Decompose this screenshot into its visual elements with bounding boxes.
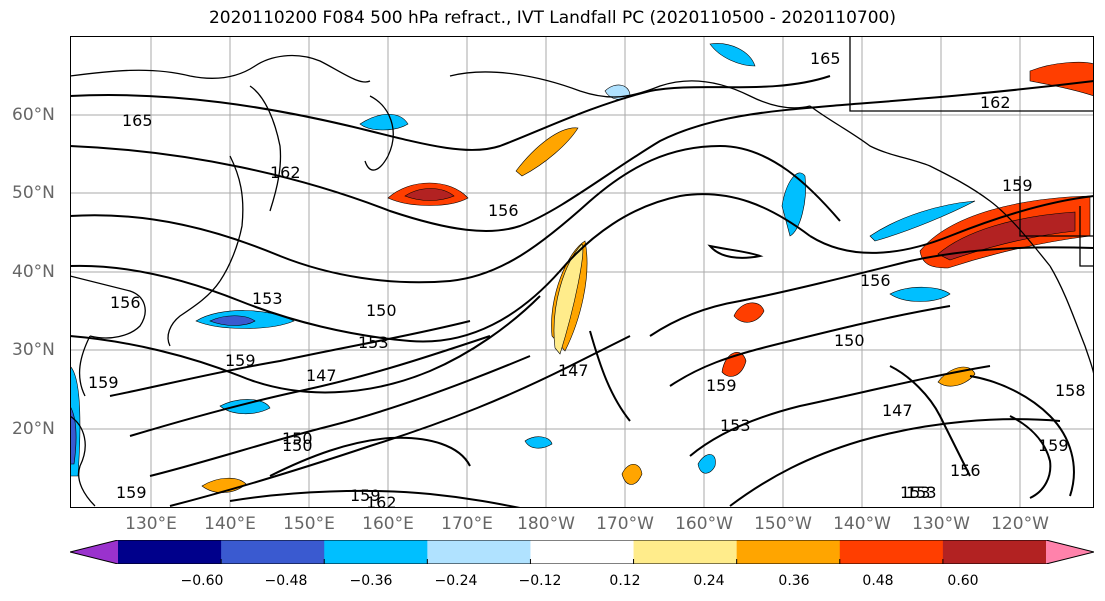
- anomaly-positive-hawaii-1: [733, 302, 765, 323]
- longitude-label: 180°W: [517, 514, 575, 534]
- contour-label: 147: [558, 361, 589, 380]
- longitude-label: 130°W: [912, 514, 970, 534]
- contour-label: 159: [1038, 436, 1069, 455]
- contour-label: 153: [358, 333, 389, 352]
- colorbar-tick-label: −0.48: [264, 573, 308, 589]
- contour-label: 147: [306, 366, 337, 385]
- contour-label: 150: [282, 429, 313, 448]
- colorbar-extend-low: [70, 540, 118, 564]
- longitude-label: 140°E: [204, 514, 256, 534]
- colorbar-segment: [221, 540, 325, 564]
- contour-label: 150: [366, 301, 397, 320]
- anomaly-negative-northeast-pacific: [869, 200, 976, 242]
- anomaly-negative-northeast-pacific-2: [889, 286, 951, 302]
- contour-label: 153: [906, 483, 937, 502]
- colorbar-segment: [736, 540, 841, 564]
- height-contours: [70, 75, 1094, 508]
- longitude-label: 160°E: [362, 514, 414, 534]
- latitude-label: 50°N: [12, 183, 55, 203]
- anomaly-positive-alaska: [1029, 61, 1094, 97]
- colorbar: [70, 540, 1094, 564]
- contour-label: 156: [860, 271, 891, 290]
- anomaly-positive-tropics: [621, 463, 643, 485]
- contour-label: 165: [122, 111, 153, 130]
- colorbar-segment: [839, 540, 944, 564]
- colorbar-extend-high: [1046, 540, 1094, 564]
- colorbar-tick-label: 0.12: [609, 573, 641, 589]
- longitude-label: 120°W: [991, 514, 1049, 534]
- longitude-label: 140°W: [833, 514, 891, 534]
- colorbar-segment: [633, 540, 738, 564]
- contour-label: 159: [350, 486, 381, 505]
- colorbar-tick-label: 0.60: [947, 573, 979, 589]
- contour-label: 159: [88, 373, 119, 392]
- contour-label: 162: [366, 493, 397, 508]
- longitude-label: 130°E: [125, 514, 177, 534]
- contour-labels: 165 162 156 153 150 159 147 150 153 156 …: [88, 49, 1086, 508]
- contour-label: 156: [950, 461, 981, 480]
- colorbar-tick-label: −0.60: [180, 573, 224, 589]
- contour-label: 147: [882, 401, 913, 420]
- latitude-label: 40°N: [12, 262, 55, 282]
- latitude-label: 20°N: [12, 419, 55, 439]
- longitude-label: 170°E: [441, 514, 493, 534]
- colorbar-segment: [324, 540, 428, 564]
- anomaly-positive-aleutian-streak: [515, 127, 579, 177]
- contour-label: 156: [488, 201, 519, 220]
- anomaly-negative-north-edge: [709, 43, 756, 67]
- contour-label: 159: [116, 483, 147, 502]
- colorbar-segment: [530, 540, 635, 564]
- contour-label: 153: [720, 416, 751, 435]
- contour-label: 153: [900, 483, 931, 502]
- contour-label: 150: [834, 331, 865, 350]
- map-panel: 165 162 156 153 150 159 147 150 153 156 …: [70, 36, 1094, 508]
- contour-label: 159: [706, 376, 737, 395]
- anomaly-negative-japan-core: [209, 315, 256, 326]
- colorbar-segment: [942, 540, 1047, 564]
- colorbar-tick-label: −0.12: [518, 573, 562, 589]
- colorbar-segment: [118, 540, 222, 564]
- longitude-label: 150°E: [283, 514, 335, 534]
- colorbar-tick-label: 0.48: [862, 573, 894, 589]
- contour-label: 159: [1002, 176, 1033, 195]
- contour-label: 156: [110, 293, 141, 312]
- anomaly-positive-central-pacific-edge: [553, 243, 584, 355]
- contour-label: 153: [252, 289, 283, 308]
- colorbar-segment: [427, 540, 531, 564]
- contour-label: 162: [980, 93, 1011, 112]
- contour-label: 162: [270, 163, 301, 182]
- anomaly-negative-tropics-1: [697, 454, 716, 474]
- anomaly-negative-tropics-2: [524, 436, 553, 449]
- colorbar-segments: [70, 540, 1094, 564]
- latitude-label: 30°N: [12, 340, 55, 360]
- anomaly-negative-west-edge-core: [70, 405, 77, 465]
- latitude-label: 60°N: [12, 105, 55, 125]
- contour-label: 150: [282, 436, 313, 455]
- longitude-label: 170°W: [596, 514, 654, 534]
- map-title: 2020110200 F084 500 hPa refract., IVT La…: [208, 8, 896, 28]
- anomaly-negative-kamchatka: [359, 113, 409, 131]
- longitude-label: 150°W: [754, 514, 812, 534]
- shaded-anomalies: [70, 43, 1094, 493]
- longitude-label: 160°W: [675, 514, 733, 534]
- anomaly-positive-mexico: [937, 366, 976, 387]
- anomaly-negative-mariana: [219, 399, 271, 415]
- colorbar-tick-label: −0.36: [349, 573, 393, 589]
- contour-label: 158: [1055, 381, 1086, 400]
- anomaly-positive-kurils-core: [404, 188, 455, 201]
- colorbar-tick-label: −0.24: [434, 573, 478, 589]
- colorbar-tick-label: 0.36: [778, 573, 810, 589]
- coastlines: [70, 36, 1094, 507]
- contour-label: 165: [810, 49, 841, 68]
- colorbar-tick-label: 0.24: [693, 573, 725, 589]
- contour-label: 159: [225, 351, 256, 370]
